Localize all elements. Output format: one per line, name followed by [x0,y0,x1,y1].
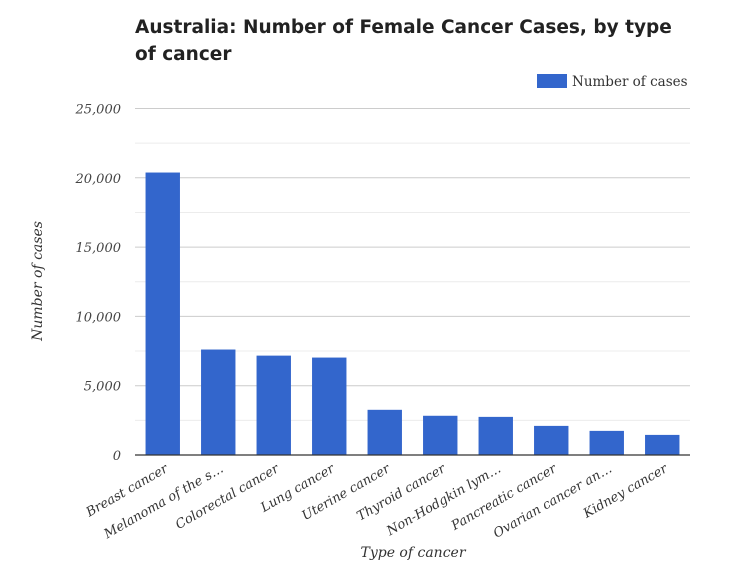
bar-1 [201,349,236,455]
bar-5 [423,415,458,455]
y-tick-label: 10,000 [76,310,122,325]
chart-title: Australia: Number of Female Cancer Cases… [135,17,672,65]
legend-swatch [537,74,567,88]
bar-4 [367,409,402,455]
bar-3 [312,357,347,455]
bar-7 [534,425,569,455]
bar-6 [478,416,513,455]
y-tick-label: 5,000 [84,380,121,395]
bar-0 [145,172,180,455]
y-tick-label: 0 [113,449,121,464]
x-axis-title: Type of cancer [360,545,466,561]
bar-9 [645,434,680,455]
y-tick-label: 15,000 [76,241,122,256]
y-axis-title: Number of cases [30,221,46,342]
y-tick-label: 20,000 [75,172,122,187]
x-tick-label: Colorectal cancer [173,461,282,533]
bar-8 [589,430,624,455]
y-tick-label: 25,000 [75,103,122,118]
bar-2 [256,355,291,455]
legend-label: Number of cases [572,74,688,90]
